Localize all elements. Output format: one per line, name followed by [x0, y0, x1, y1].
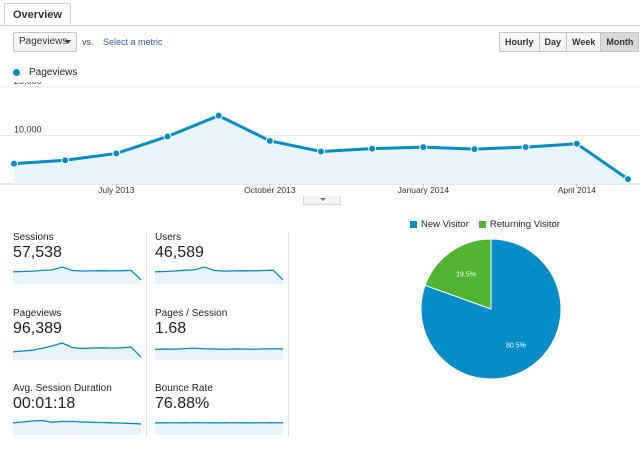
data-point [265, 136, 274, 145]
metric-label: Avg. Session Duration [13, 383, 112, 394]
pie-legend: New Visitor Returning Visitor [410, 219, 570, 230]
sparkline-area [155, 267, 283, 284]
tab-bar: Overview [0, 0, 640, 26]
metric-card-bounce-rate[interactable]: Bounce Rate 76.88% [155, 383, 285, 447]
metric-label: Pageviews [13, 308, 62, 319]
metric-value: 46,589 [155, 244, 204, 261]
y-tick-label: 10,000 [14, 125, 42, 135]
metric-label: Bounce Rate [155, 383, 213, 394]
x-tick-label: July 2013 [98, 185, 135, 195]
metric-label: Sessions [13, 232, 54, 243]
metric-label: Users [155, 232, 182, 243]
data-point [112, 149, 121, 158]
month-button[interactable]: Month [600, 32, 640, 52]
sparkline [13, 266, 141, 284]
sparkline-area [13, 420, 141, 435]
metric-card-pageviews[interactable]: Pageviews 96,389 [13, 308, 143, 372]
visitor-pie-chart: 80.5% 19.5% [420, 238, 562, 380]
legend-series-name: Pageviews [29, 67, 78, 78]
legend-item-returning-visitor[interactable]: Returning Visitor [478, 219, 560, 230]
line-chart-legend: Pageviews [13, 67, 77, 78]
x-tick-label: January 2014 [398, 185, 450, 195]
metrics-divider [146, 232, 147, 437]
chart-collapse-handle[interactable] [303, 196, 341, 205]
metric-label: Pages / Session [155, 308, 228, 319]
legend-label: New Visitor [421, 219, 469, 230]
tab-overview[interactable]: Overview [4, 3, 71, 25]
data-point [317, 147, 325, 156]
chevron-down-icon [320, 198, 326, 201]
sparkline-line [13, 342, 141, 358]
data-point [521, 143, 530, 152]
metric-card-users[interactable]: Users 46,589 [155, 232, 285, 296]
legend-dot-icon [13, 69, 20, 76]
legend-label: Returning Visitor [489, 219, 560, 230]
metric-dropdown[interactable]: Pageviews [13, 32, 77, 52]
data-point [572, 139, 581, 148]
pie-slice [424, 238, 492, 310]
sparkline-area [13, 343, 141, 360]
data-point [470, 145, 479, 154]
data-point [419, 143, 428, 152]
metric-value: 96,389 [13, 320, 62, 337]
sparkline-area [155, 348, 283, 360]
granularity-toggle: Hourly Day Week Month [499, 32, 640, 52]
sparkline [155, 421, 283, 435]
data-point [214, 111, 223, 120]
vs-label: vs. [82, 37, 94, 47]
sparkline [13, 419, 141, 435]
sparkline-area [13, 267, 141, 284]
metric-value: 76.88% [155, 395, 210, 412]
sparkline [155, 347, 283, 360]
sparkline-line [13, 419, 141, 425]
sparkline-line [13, 266, 141, 281]
data-point [61, 156, 70, 165]
legend-swatch-icon [478, 221, 486, 228]
day-button[interactable]: Day [538, 32, 568, 52]
metrics-divider [288, 232, 289, 437]
sparkline [13, 342, 141, 360]
y-tick-label: 20,000 [14, 82, 42, 86]
metric-card-pages-per-session[interactable]: Pages / Session 1.68 [155, 308, 285, 372]
pageviews-line-chart: 20,000 10,000 July 2013 October 2013 January… [0, 82, 640, 195]
metric-card-avg-session-duration[interactable]: Avg. Session Duration 00:01:18 [13, 383, 143, 447]
metric-card-sessions[interactable]: Sessions 57,538 [13, 232, 143, 296]
metric-value: 1.68 [155, 320, 187, 337]
data-point [624, 175, 632, 184]
metric-value: 57,538 [13, 244, 62, 261]
week-button[interactable]: Week [566, 32, 602, 52]
select-metric-link[interactable]: Select a metric [103, 37, 163, 47]
data-point [10, 159, 18, 168]
pie-slice-label: 19.5% [456, 271, 476, 278]
metric-dropdown-value: Pageviews [19, 36, 68, 47]
x-tick-label: April 2014 [558, 185, 597, 195]
metric-value: 00:01:18 [13, 395, 76, 412]
pageviews-area [14, 115, 628, 184]
hourly-button[interactable]: Hourly [499, 32, 540, 52]
sparkline-line [155, 266, 283, 281]
sparkline-line [155, 347, 283, 351]
sparkline-area [155, 422, 283, 435]
legend-swatch-icon [410, 221, 417, 228]
legend-item-new-visitor[interactable]: New Visitor [410, 219, 469, 230]
sparkline [155, 266, 283, 284]
chevron-down-icon [65, 40, 71, 44]
data-point [368, 144, 377, 153]
data-point [163, 132, 172, 141]
pie-slice-label: 80.5% [506, 343, 526, 350]
x-tick-label: October 2013 [244, 185, 296, 195]
